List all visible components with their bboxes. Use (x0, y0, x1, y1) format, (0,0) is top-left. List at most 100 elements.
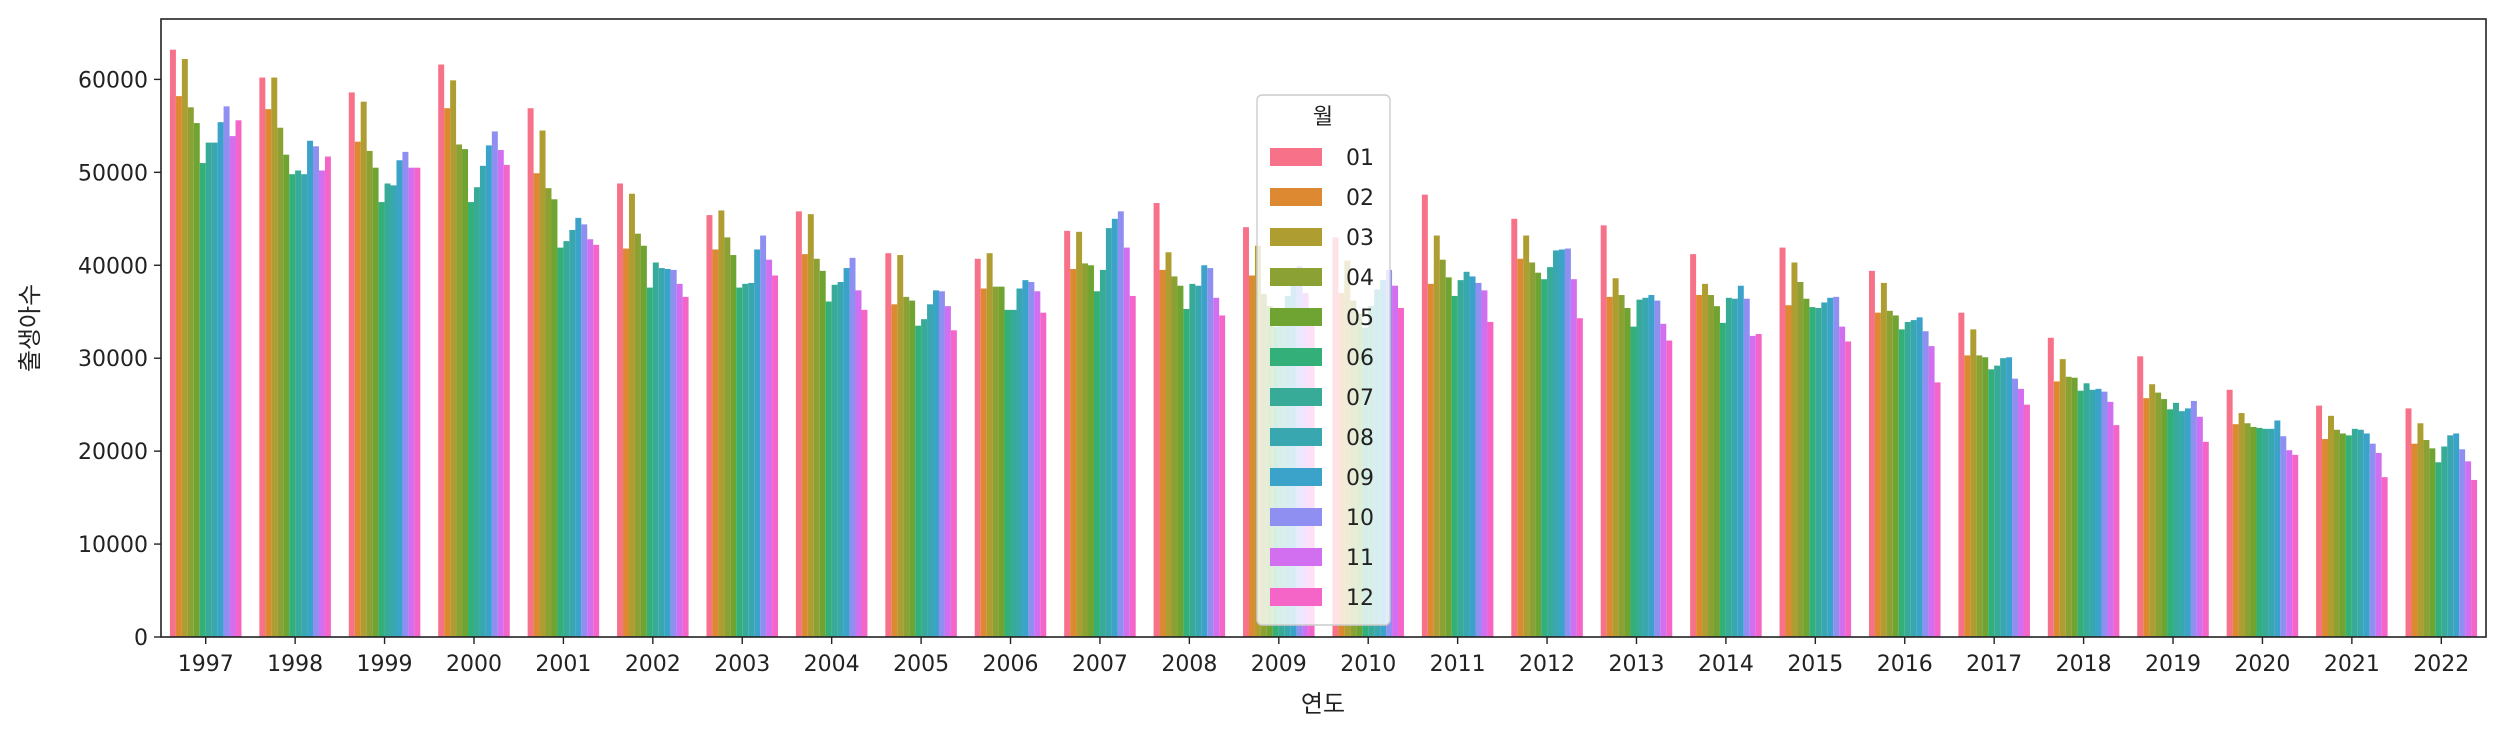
bar (283, 154, 290, 637)
bar (1874, 312, 1881, 637)
bar (473, 187, 480, 637)
y-tick-label: 10000 (78, 533, 148, 558)
bar (2023, 404, 2030, 637)
bar (1439, 259, 1446, 637)
x-tick-label: 2012 (1519, 652, 1575, 677)
bar (819, 270, 826, 637)
bar (277, 127, 284, 637)
bar (2196, 416, 2203, 637)
bar (2286, 450, 2293, 637)
bar (837, 282, 844, 637)
bar (2465, 461, 2472, 637)
bar (414, 167, 421, 637)
bar (2178, 411, 2185, 637)
bar (682, 296, 689, 637)
plot-frame (160, 18, 2487, 638)
bar (760, 235, 767, 637)
bar (1201, 265, 1208, 637)
bar (1970, 329, 1977, 637)
bar (2143, 398, 2150, 637)
bar (223, 106, 230, 638)
x-tick-label: 2009 (1251, 652, 1307, 677)
bar (1564, 248, 1571, 638)
bar (1517, 258, 1524, 637)
bar (569, 229, 576, 637)
bar (497, 150, 504, 637)
bar (1898, 329, 1905, 637)
legend-swatch (1270, 228, 1322, 246)
bar (2053, 381, 2060, 637)
bar (772, 275, 779, 637)
legend: 월 01 02 03 04 05 06 07 08 09 10 11 12 (1256, 94, 1391, 626)
x-tick-label: 2003 (714, 652, 770, 677)
bar (295, 170, 302, 638)
bar (1809, 307, 1816, 637)
bar (825, 301, 832, 637)
bar (1803, 298, 1810, 637)
legend-label: 02 (1346, 186, 1374, 211)
bar (2077, 390, 2084, 637)
bar (2280, 436, 2287, 637)
bar (2339, 433, 2346, 637)
bar (2018, 388, 2024, 637)
bar (897, 255, 904, 638)
bar (438, 64, 445, 638)
bar (1451, 295, 1458, 637)
bar (628, 193, 635, 637)
bar (265, 109, 272, 637)
bar (2328, 415, 2334, 637)
x-tick-label: 1999 (357, 652, 413, 677)
bar (855, 290, 862, 637)
bar (885, 253, 892, 637)
bar (1708, 295, 1714, 637)
bar (563, 241, 570, 638)
bar (652, 262, 659, 637)
y-tick-label: 60000 (78, 68, 148, 93)
bar (950, 330, 957, 637)
bar (1034, 291, 1041, 637)
x-tick-label: 2004 (804, 652, 860, 677)
bar (2190, 400, 2197, 637)
bar (2256, 427, 2263, 637)
legend-swatch (1270, 148, 1322, 166)
bar (801, 254, 808, 637)
x-tick-label: 2010 (1340, 652, 1396, 677)
bar (1022, 280, 1029, 637)
bar (998, 286, 1005, 637)
bar (2345, 435, 2352, 637)
bar (634, 233, 641, 638)
bar (450, 80, 457, 638)
bar (1839, 326, 1846, 637)
bar (2441, 446, 2448, 637)
bar (2423, 439, 2430, 637)
bar (1845, 341, 1852, 637)
bar (1612, 278, 1619, 637)
y-tick-label: 20000 (78, 440, 148, 465)
bar (1541, 279, 1548, 637)
bar (408, 167, 415, 637)
bar (915, 325, 922, 637)
bar (1642, 297, 1649, 637)
bar (1040, 312, 1047, 637)
bar (593, 244, 600, 637)
bar (1696, 295, 1703, 637)
bar (2101, 391, 2108, 637)
bar (2244, 423, 2251, 637)
bar (1988, 369, 1995, 637)
bar (1731, 298, 1738, 637)
bar (581, 224, 588, 637)
bar (1111, 218, 1118, 638)
bar (2095, 388, 2102, 637)
bar (2274, 420, 2281, 637)
x-tick-label: 2022 (2413, 652, 2469, 677)
bar (2262, 428, 2269, 637)
bar (640, 245, 647, 637)
bar (921, 319, 928, 637)
y-axis: 0 10000 20000 30000 40000 50000 60000 (78, 68, 161, 651)
bar (2155, 392, 2162, 637)
y-tick-label: 40000 (78, 254, 148, 279)
bar (980, 288, 987, 637)
bar (2363, 433, 2370, 637)
bar (533, 173, 540, 637)
